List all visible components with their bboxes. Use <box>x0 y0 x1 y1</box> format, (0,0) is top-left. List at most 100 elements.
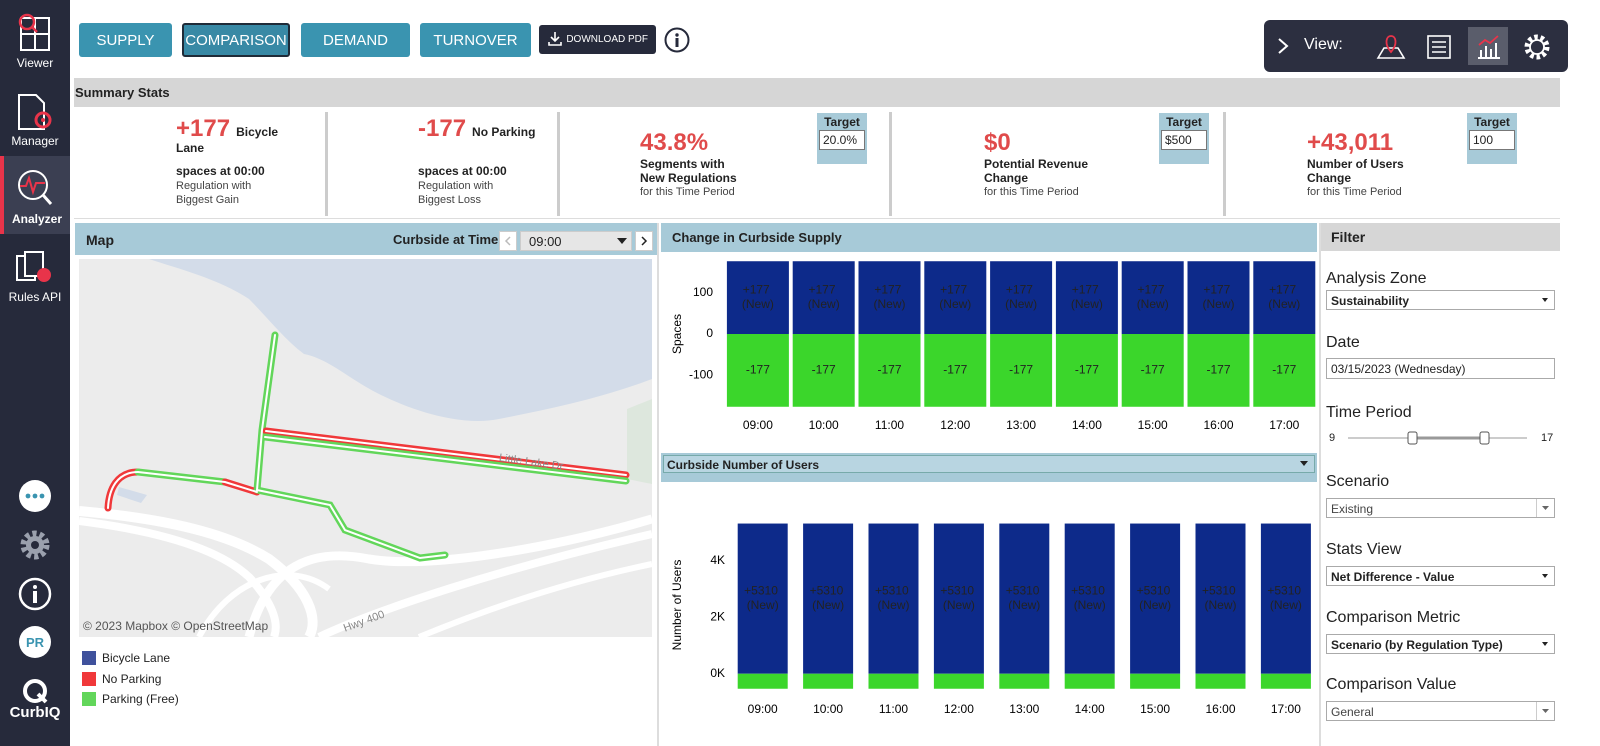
y-tick-label: 4K <box>710 553 725 567</box>
nav-label: Rules API <box>8 290 62 304</box>
view-map[interactable] <box>1374 32 1408 62</box>
range-min: 9 <box>1329 432 1336 444</box>
value-label: +177 (New) <box>1268 283 1300 311</box>
card-value: +177 <box>176 115 231 142</box>
bar <box>858 261 921 334</box>
legend-label: Parking (Free) <box>102 692 179 707</box>
value-label-line: (New) <box>1268 297 1300 311</box>
download-label: DOWNLOAD PDF <box>566 34 648 45</box>
bar <box>1187 334 1250 407</box>
supply-header: Change in Curbside Supply <box>661 223 1317 252</box>
value-label: +177 (New) <box>1137 283 1169 311</box>
field-label: Comparison Metric <box>1326 609 1461 626</box>
bar <box>999 673 1050 689</box>
value-label-line: +5310 <box>1006 584 1043 598</box>
card-label: Bicycle Lane <box>176 125 279 155</box>
download-button[interactable]: DOWNLOAD PDF <box>539 25 656 54</box>
value-label: -177 <box>1009 363 1033 377</box>
value-label-line: (New) <box>1205 598 1237 612</box>
y-tick-label: -100 <box>689 367 713 381</box>
more-button[interactable] <box>18 479 52 513</box>
legend-item: No Parking <box>82 669 179 690</box>
prev-time[interactable] <box>499 231 517 251</box>
value-label-line: +177 <box>1006 283 1036 297</box>
nav-manager[interactable]: Manager <box>0 78 70 156</box>
user-avatar[interactable]: PR <box>19 626 51 658</box>
value-label-line: +5310 <box>875 584 912 598</box>
chart-select[interactable]: Curbside Number of Users <box>663 455 1315 473</box>
value-label: +177 (New) <box>874 283 906 311</box>
value-label-line: +177 <box>809 283 839 297</box>
view-chart[interactable] <box>1473 32 1503 62</box>
range-slider[interactable] <box>1345 430 1531 446</box>
info-button[interactable] <box>18 577 52 611</box>
x-tick-label: 09:00 <box>748 702 778 716</box>
nav-rules[interactable]: Rules API <box>0 234 70 312</box>
target-label: Target <box>824 115 860 129</box>
value-label: +177 (New) <box>742 283 774 311</box>
value-label: +177 (New) <box>1005 283 1037 311</box>
card-divider <box>889 112 892 216</box>
bar <box>737 523 788 674</box>
bar <box>792 261 855 334</box>
value-label-line: (New) <box>747 598 779 612</box>
nav-analyzer[interactable]: Analyzer <box>0 156 70 234</box>
pond <box>117 487 147 503</box>
tab-button[interactable]: TURNOVER <box>420 23 531 57</box>
value-label-line: +177 <box>1072 283 1102 297</box>
bar <box>1121 334 1184 407</box>
value-label-line: +177 <box>1269 283 1299 297</box>
target-label: Target <box>1474 115 1510 129</box>
value-label: -177 <box>812 363 836 377</box>
users-chart: Number of Users 0K 2K 4K 09:00 10:00 11:00 12:0… <box>670 523 1311 716</box>
field-label: Stats View <box>1326 541 1402 558</box>
select[interactable]: Scenario (by Regulation Type) <box>1326 634 1555 654</box>
value-label-line: (New) <box>1270 598 1302 612</box>
legend-label: No Parking <box>102 671 162 686</box>
next-time[interactable] <box>635 231 653 251</box>
field-label: Scenario <box>1326 473 1390 490</box>
select[interactable]: Sustainability <box>1326 290 1555 310</box>
select[interactable]: Net Difference - Value <box>1326 566 1555 586</box>
park <box>627 399 652 484</box>
target-input[interactable]: 100 <box>1469 130 1515 150</box>
collapse-chevron[interactable] <box>1276 36 1290 56</box>
value-label: -177 <box>1272 363 1296 377</box>
users-header: Curbside Number of Users <box>661 453 1317 482</box>
value-label: -177 <box>1141 363 1165 377</box>
select-value: Existing <box>1331 502 1374 516</box>
bar <box>1187 261 1250 334</box>
roads <box>79 506 652 637</box>
value-label-line: +5310 <box>1267 584 1304 598</box>
target-input[interactable]: 20.0% <box>819 130 865 150</box>
value-label: +177 (New) <box>1071 283 1103 311</box>
value-label-line: (New) <box>812 598 844 612</box>
x-tick-label: 14:00 <box>1075 702 1105 716</box>
settings-button[interactable] <box>18 528 52 562</box>
y-tick-label: 100 <box>693 285 713 299</box>
time-select[interactable]: 09:00 <box>520 231 632 251</box>
brand-logo <box>23 679 48 704</box>
caret <box>1542 574 1548 578</box>
nav-viewer[interactable]: Viewer <box>0 0 70 78</box>
card-caption: Regulation with Biggest Loss <box>418 180 494 206</box>
bar <box>1253 261 1316 334</box>
value-label-line: (New) <box>1071 297 1103 311</box>
tab-button[interactable]: DEMAND <box>301 23 410 57</box>
map[interactable]: Little Lake Dr Hwy 400 © 2023 Mapbox © O… <box>79 259 652 637</box>
view-panel: View: <box>1264 20 1568 72</box>
select[interactable]: General <box>1326 701 1555 721</box>
tab-button[interactable]: SUPPLY <box>79 23 172 57</box>
info-icon[interactable] <box>664 27 690 53</box>
tab-button[interactable]: COMPARISON <box>182 23 290 57</box>
range-max: 17 <box>1541 432 1554 444</box>
card-text: +177 Bicycle Lane <box>176 117 294 156</box>
value-label-line: (New) <box>1139 598 1171 612</box>
date-input[interactable]: 03/15/2023 (Wednesday) <box>1326 358 1555 379</box>
view-settings[interactable] <box>1522 32 1552 62</box>
value-label: +177 (New) <box>808 283 840 311</box>
view-list[interactable] <box>1424 32 1454 62</box>
map-attribution: © 2023 Mapbox © OpenStreetMap <box>83 619 268 633</box>
select[interactable]: Existing <box>1326 498 1555 518</box>
target-input[interactable]: $500 <box>1161 130 1207 150</box>
